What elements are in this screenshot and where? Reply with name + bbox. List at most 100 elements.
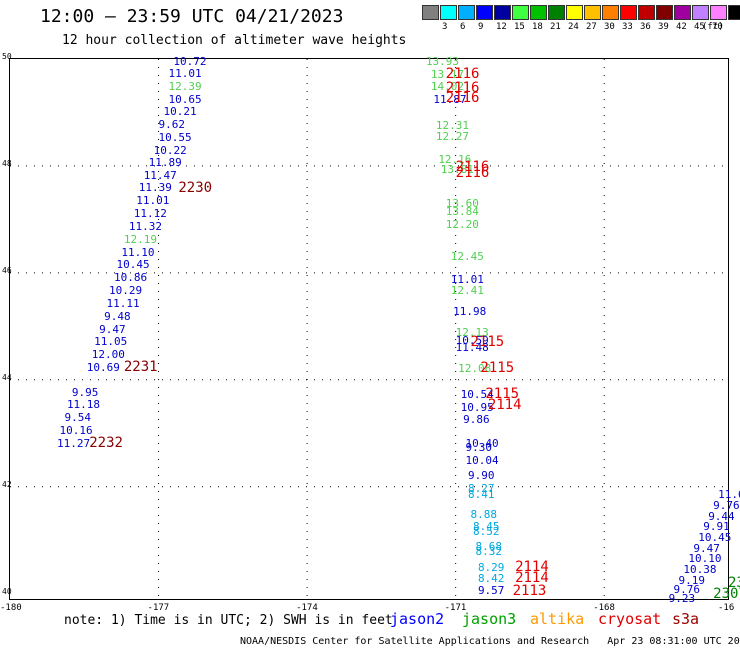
footer-note: note: 1) Time is in UTC; 2) SWH is in fe… <box>64 613 393 628</box>
legend-swatch <box>512 5 529 20</box>
legend-swatch <box>728 5 740 20</box>
wave-height-label: 8.88 <box>470 507 498 521</box>
wave-height-label: 8.29 <box>477 560 505 574</box>
wave-height-label: 9.23 <box>668 592 696 605</box>
wave-height-label: 9.62 <box>158 118 186 132</box>
latitude-tick-label: 44 <box>2 372 12 382</box>
pass-time-label: 2115 <box>470 334 505 351</box>
legend-swatch <box>692 5 709 20</box>
wave-height-label: 10.45 <box>698 531 732 545</box>
wave-height-label: 10.40 <box>465 437 499 451</box>
wave-height-label: 9.95 <box>71 385 99 399</box>
wave-height-label: 12.13 <box>455 326 489 340</box>
wave-height-label: 8.52 <box>472 524 500 538</box>
legend-swatch-label: 33 <box>622 22 633 32</box>
legend-swatch-label: 30 <box>604 22 615 32</box>
wave-height-label: 11.01 <box>168 66 202 80</box>
wave-height-label: 10.29 <box>109 284 143 298</box>
legend-swatch <box>530 5 547 20</box>
wave-height-label: 9.19 <box>678 573 705 587</box>
legend-swatch <box>476 5 493 20</box>
legend-swatch-label: 6 <box>460 22 466 32</box>
wave-height-label: 10.16 <box>59 424 93 438</box>
wave-height-label: 10.38 <box>683 563 717 577</box>
legend-swatch <box>494 5 511 20</box>
page-title: 12:00 – 23:59 UTC 04/21/2023 <box>40 6 344 27</box>
wave-height-label: 11.32 <box>128 219 162 233</box>
legend-swatch-label: 39 <box>658 22 669 32</box>
latitude-tick-label: 46 <box>2 265 12 275</box>
wave-height-label: 9.30 <box>465 441 493 455</box>
wave-height-label: 9.47 <box>693 541 720 555</box>
wave-height-label: 10.65 <box>168 92 202 106</box>
pass-time-label: 2114 <box>487 397 522 414</box>
wave-height-label: 10.04 <box>465 454 499 468</box>
legend-swatch-label: 24 <box>568 22 579 32</box>
wave-height-label: 12.41 <box>450 283 484 297</box>
latitude-tick-label: 50 <box>2 52 12 61</box>
timestamp-text: Apr 23 08:31:00 UTC 2023 <box>607 636 740 647</box>
legend-swatch <box>620 5 637 20</box>
pass-time-label: 2232 <box>89 434 123 451</box>
wave-height-label: 10.69 <box>86 361 120 375</box>
wave-height-label: 9.44 <box>708 509 735 523</box>
legend-swatch-label: 9 <box>478 22 484 32</box>
wave-height-label: 10.72 <box>173 54 207 68</box>
pass-time-label: 2115 <box>480 360 515 377</box>
wave-height-label: 11.48 <box>455 340 489 354</box>
wave-height-label: 12.20 <box>445 218 479 232</box>
wave-height-label: 11.39 <box>138 181 172 195</box>
longitude-tick-label: -16 <box>718 603 735 613</box>
longitude-tick-label: -174 <box>296 603 318 613</box>
pass-time-label: 2114 <box>515 558 549 575</box>
color-legend <box>422 5 740 20</box>
pass-time-label: 2116 <box>445 90 480 107</box>
credit-text: NOAA/NESDIS Center for Satellite Applica… <box>240 636 590 647</box>
legend-swatch-label: 3 <box>442 22 448 32</box>
wave-height-label: 13.81 <box>440 162 474 176</box>
legend-swatch <box>656 5 673 20</box>
wave-height-label: 13.60 <box>445 196 479 210</box>
wave-height-label: 10.21 <box>163 105 197 119</box>
wave-height-label: 9.86 <box>463 413 490 427</box>
legend-swatch <box>548 5 565 20</box>
wave-height-label: 8.68 <box>475 539 502 553</box>
wave-height-label: 12.00 <box>91 348 125 362</box>
legend-swatch <box>602 5 619 20</box>
longitude-tick-label: -168 <box>593 603 615 613</box>
wave-height-label: 8.41 <box>468 488 495 502</box>
wave-height-label: 12.08 <box>458 362 492 376</box>
wave-height-label: 8.32 <box>475 544 502 558</box>
wave-height-label: 13.84 <box>445 205 479 219</box>
wave-height-label: 11.18 <box>66 398 101 412</box>
satellite-label: jason3 <box>462 610 517 628</box>
wave-height-label: 10.95 <box>460 400 494 414</box>
wave-height-label: 11.01 <box>450 272 484 286</box>
legend-unit: (ft) <box>702 22 724 32</box>
legend-swatch <box>440 5 457 20</box>
wave-height-label: 11.27 <box>57 436 91 450</box>
wave-height-label: 9.54 <box>64 411 91 425</box>
wave-height-label: 12.39 <box>168 79 202 93</box>
satellite-label: s3a <box>672 610 700 628</box>
wave-height-label: 9.91 <box>703 520 730 534</box>
pass-time-label: 2114 <box>515 569 549 586</box>
satellite-label: altika <box>530 610 585 628</box>
pass-time-label: 2116 <box>445 65 480 82</box>
latitude-tick-label: 42 <box>2 479 12 489</box>
wave-height-label: 10.45 <box>116 258 150 272</box>
pass-time-label: 2231 <box>123 359 158 376</box>
wave-height-label: 12.31 <box>435 118 469 132</box>
wave-height-label: 10.22 <box>153 143 187 157</box>
satellite-label: cryosat <box>598 610 662 628</box>
legend-swatch <box>422 5 439 20</box>
longitude-tick-label: -180 <box>0 603 22 613</box>
wave-height-label: 8.42 <box>477 571 505 585</box>
wave-height-label: 10.55 <box>158 131 192 145</box>
wave-height-label: 12.19 <box>123 232 157 246</box>
legend-swatch-label: 70 <box>712 22 723 32</box>
legend-swatch-label: 42 <box>676 22 687 32</box>
pass-time-label: 2230 <box>178 180 213 197</box>
wave-height-label: 13.93 <box>425 54 460 68</box>
